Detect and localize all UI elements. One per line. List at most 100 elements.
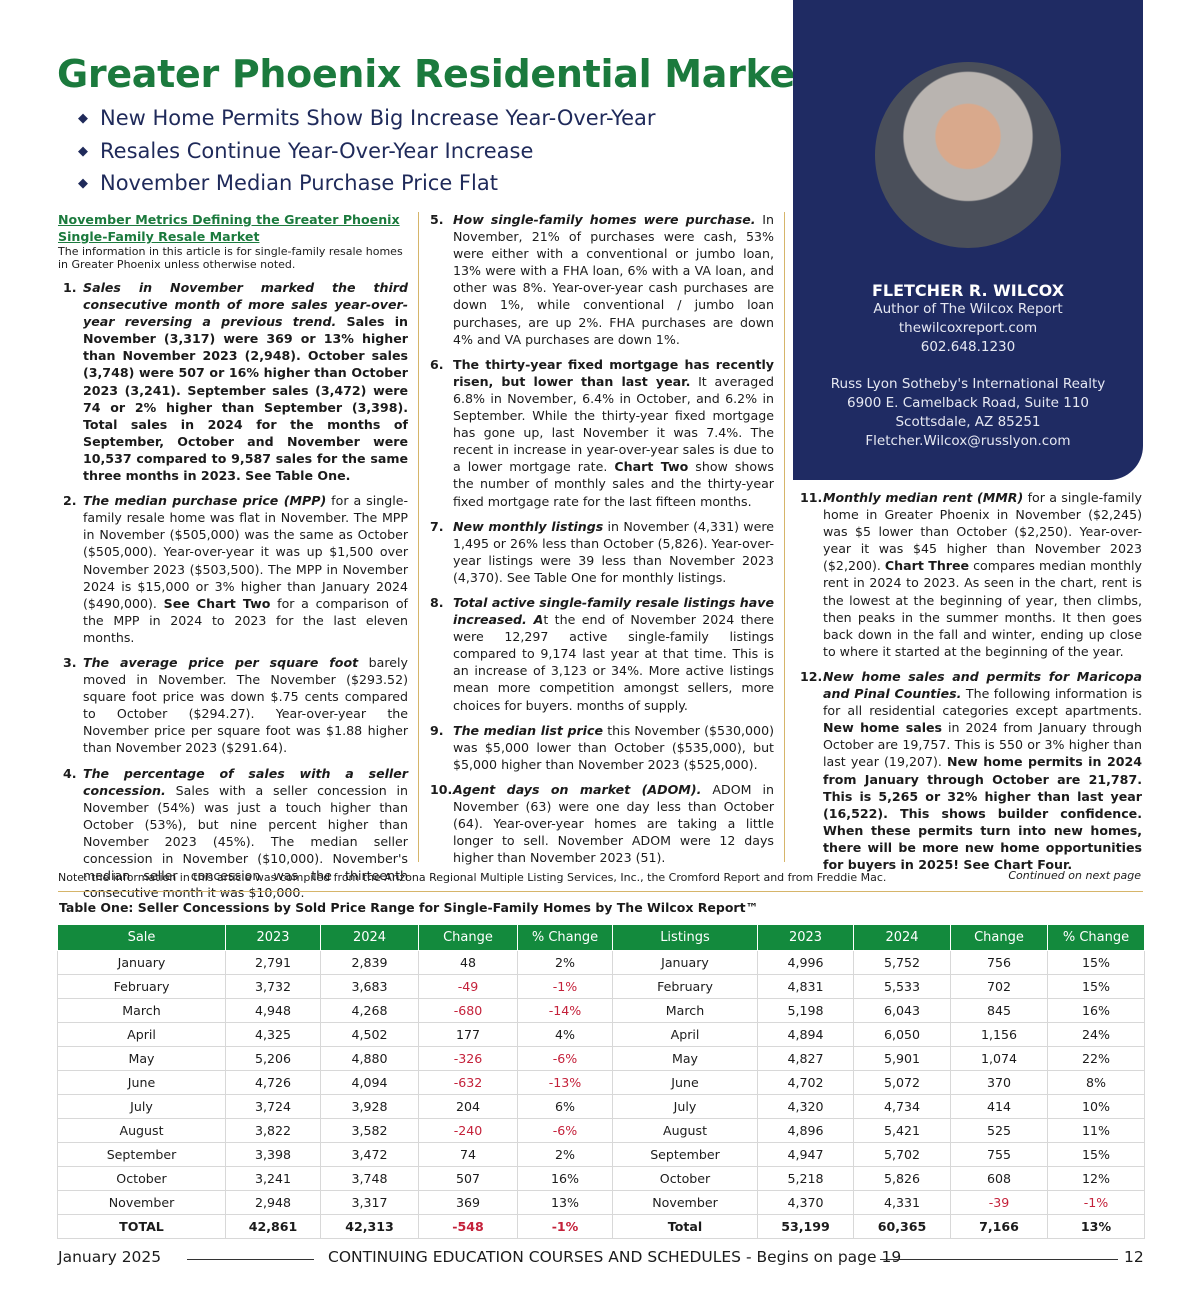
table-cell: -6% — [517, 1046, 613, 1071]
table-cell: 4,947 — [757, 1142, 854, 1167]
table-cell: 4,996 — [757, 950, 854, 975]
table-cell: 4,896 — [757, 1118, 854, 1143]
item-text: compares median monthly rent in 2024 to … — [823, 558, 1143, 659]
table-row: September 3,398 3,472 74 2% September 4,947 5,7… — [57, 1142, 1145, 1167]
item-text: t the end of November 2024 there were 12… — [453, 612, 775, 713]
table-cell: 3,748 — [320, 1166, 419, 1191]
table-row: TOTAL 42,861 42,313 -548 -1% Total 53,199 60,36… — [57, 1214, 1145, 1239]
table-cell: 3,472 — [320, 1142, 419, 1167]
table-row: February 3,732 3,683 -49 -1% February 4,831 5,5… — [57, 974, 1145, 999]
table-row: June 4,726 4,094 -632 -13% June 4,702 5,072 370 8… — [57, 1070, 1145, 1095]
table-cell: 5,533 — [853, 974, 951, 999]
column-header: % Change — [517, 924, 613, 951]
item-text: Chart Three — [884, 558, 970, 574]
item-number: 1. — [63, 280, 77, 295]
table-cell: 4,827 — [757, 1046, 854, 1071]
list-item: 12. New home sales and permits for Marico… — [800, 668, 1142, 873]
list-item: 2. The median purchase price (MPP) for a … — [58, 492, 408, 646]
table-cell: 6% — [517, 1094, 613, 1119]
item-text: New home sales and permits for Maricopa … — [823, 668, 1142, 702]
office-line: Scottsdale, AZ 85251 — [895, 414, 1041, 430]
table-row: May 5,206 4,880 -326 -6% May 4,827 5,901 1,074 22… — [57, 1046, 1145, 1071]
data-table: Sale 2023 2024 Change% Change Listings 2023 20… — [57, 924, 1145, 1239]
item-text: Monthly median rent (MMR) — [823, 490, 1024, 505]
item-number: 9. — [430, 722, 444, 738]
item-text: for a comparison of the MPP in 2024 to 2… — [83, 595, 408, 645]
table-cell: 2% — [517, 950, 613, 975]
table-cell: 177 — [418, 1022, 518, 1047]
table-cell: 1,156 — [950, 1022, 1048, 1047]
table-cell: 5,206 — [225, 1046, 321, 1071]
table-cell: April — [612, 1022, 758, 1047]
footer-center: CONTINUING EDUCATION COURSES AND SCHEDUL… — [328, 1248, 902, 1266]
table-cell: Total — [612, 1214, 758, 1239]
table-cell: 16% — [517, 1166, 613, 1191]
list-item: 8. Total active single-family resale list… — [430, 594, 774, 714]
section-intro: The information in this article is for s… — [58, 245, 403, 271]
divider — [58, 891, 1143, 892]
headline-bullet: Resales Continue Year-Over-Year Increase — [78, 139, 533, 163]
table-cell: 3,928 — [320, 1094, 419, 1119]
item-text: Sales in November (3,317) were 369 or 13… — [83, 314, 408, 484]
table-cell: August — [57, 1118, 226, 1143]
column-header: 2024 — [853, 924, 951, 951]
table-cell: May — [612, 1046, 758, 1071]
table-cell: 15% — [1047, 974, 1145, 999]
table-cell: 60,365 — [853, 1214, 951, 1239]
item-text: Chart Two — [614, 459, 689, 475]
table-cell: 74 — [418, 1142, 518, 1167]
item-number: 6. — [430, 356, 444, 372]
footer-rule — [187, 1259, 314, 1260]
table-cell: 4,094 — [320, 1070, 419, 1095]
page-title: Greater Phoenix Residential Market — [57, 52, 813, 96]
list-item: 10. Agent days on market (ADOM). ADOM in … — [430, 781, 774, 866]
table-cell: 13% — [1047, 1214, 1145, 1239]
table-cell: 5,826 — [853, 1166, 951, 1191]
table-cell: August — [612, 1118, 758, 1143]
table-cell: 3,241 — [225, 1166, 321, 1191]
table-cell: 5,901 — [853, 1046, 951, 1071]
table-cell: 702 — [950, 974, 1048, 999]
table-cell: 755 — [950, 1142, 1048, 1167]
column-header: % Change — [1047, 924, 1145, 951]
item-text: The thirty-year fixed mortgage has recen… — [453, 356, 774, 389]
item-text: Agent days on market (ADOM). — [453, 781, 702, 797]
item-number: 10. — [430, 781, 453, 797]
column-header: 2023 — [225, 924, 321, 951]
footer-date: January 2025 — [58, 1248, 162, 1266]
table-cell: 3,582 — [320, 1118, 419, 1143]
table-cell: 3,822 — [225, 1118, 321, 1143]
item-text: Total active single-family resale listin… — [453, 594, 775, 628]
item-text: In November, 21% of purchases were cash,… — [453, 212, 774, 347]
table-cell: 10% — [1047, 1094, 1145, 1119]
table-cell: 48 — [418, 950, 518, 975]
item-text: in November (4,331) were 1,495 or 26% le… — [453, 518, 774, 585]
table-cell: 53,199 — [757, 1214, 854, 1239]
table-cell: 4,370 — [757, 1190, 854, 1215]
table-cell: 4,894 — [757, 1022, 854, 1047]
item-text: this November ($530,000) was $5,000 lowe… — [453, 722, 774, 772]
item-text: See Chart Two — [163, 595, 271, 611]
table-cell: 507 — [418, 1166, 518, 1191]
table-cell: 3,732 — [225, 974, 321, 999]
item-text: for a single-family home in Greater Phoe… — [823, 490, 1142, 574]
item-text: The percentage of sales with a seller co… — [83, 765, 408, 798]
section-heading: November Metrics Defining the Greater Ph… — [58, 212, 400, 244]
table-cell: 3,683 — [320, 974, 419, 999]
item-number: 8. — [430, 594, 444, 610]
table-cell: 4% — [517, 1022, 613, 1047]
table-cell: February — [612, 974, 758, 999]
table-cell: July — [612, 1094, 758, 1119]
table-cell: -39 — [950, 1190, 1048, 1215]
table-title: Table One: Seller Concessions by Sold Pr… — [59, 900, 759, 915]
column-header: 2024 — [320, 924, 419, 951]
table-cell: 5,702 — [853, 1142, 951, 1167]
continued-note: Continued on next page — [1008, 869, 1141, 882]
footer-rule — [880, 1259, 1118, 1260]
table-cell: January — [57, 950, 226, 975]
table-cell: 370 — [950, 1070, 1048, 1095]
item-text: ADOM in November (63) were one day less … — [453, 781, 774, 866]
table-cell: May — [57, 1046, 226, 1071]
